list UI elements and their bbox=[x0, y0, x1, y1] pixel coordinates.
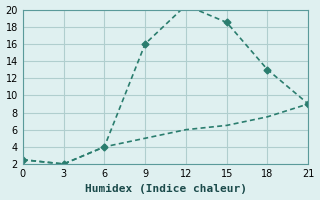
X-axis label: Humidex (Indice chaleur): Humidex (Indice chaleur) bbox=[84, 184, 246, 194]
